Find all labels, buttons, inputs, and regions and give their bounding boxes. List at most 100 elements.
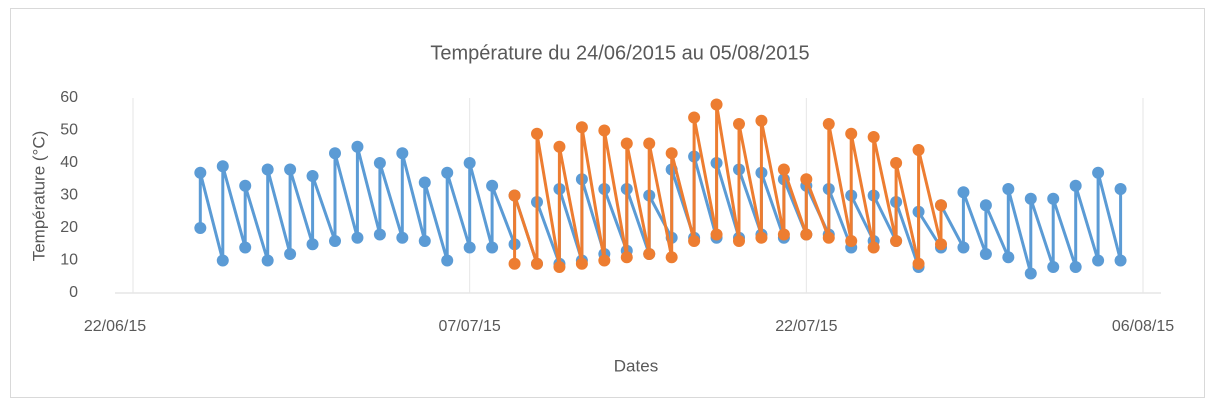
data-point <box>1114 254 1127 267</box>
x-axis-label: Dates <box>614 356 658 375</box>
data-point <box>733 118 745 130</box>
data-point <box>216 254 229 267</box>
data-point <box>620 137 633 150</box>
data-point <box>194 166 207 179</box>
x-tick-label: 06/08/15 <box>1112 318 1174 335</box>
data-point <box>845 127 858 140</box>
data-point <box>620 251 633 264</box>
data-point <box>777 228 790 241</box>
data-point <box>1069 179 1082 192</box>
data-point <box>261 254 274 267</box>
data-point <box>710 228 723 241</box>
data-point <box>306 238 319 251</box>
data-point <box>351 231 364 244</box>
data-point <box>261 163 274 176</box>
data-point <box>441 166 454 179</box>
x-tick-label: 07/07/15 <box>439 318 501 335</box>
data-point <box>643 248 656 260</box>
x-tick-label: 22/07/15 <box>775 318 837 335</box>
y-tick-label: 40 <box>60 154 78 171</box>
data-point <box>935 199 947 212</box>
data-point <box>418 235 431 247</box>
data-point <box>1002 183 1015 195</box>
data-point <box>1047 192 1060 205</box>
data-point <box>710 98 723 111</box>
data-point <box>1024 192 1037 205</box>
data-point <box>486 241 499 254</box>
data-point <box>239 241 252 254</box>
data-point <box>822 118 835 130</box>
y-tick-label: 10 <box>60 252 78 269</box>
data-point <box>239 179 252 192</box>
data-point <box>1047 261 1060 273</box>
data-point <box>912 144 925 156</box>
data-point <box>890 157 903 169</box>
chart-title: Température du 24/06/2015 au 05/08/2015 <box>430 42 809 64</box>
y-tick-label: 20 <box>60 219 78 236</box>
data-point <box>508 257 521 270</box>
data-point <box>553 261 566 273</box>
data-point <box>979 199 992 212</box>
data-point <box>845 235 858 247</box>
data-point <box>329 235 341 247</box>
series-line <box>198 146 1123 274</box>
y-tick-label: 30 <box>60 187 78 204</box>
data-point <box>867 131 880 143</box>
data-point <box>216 160 229 173</box>
data-point <box>733 235 745 247</box>
data-point <box>598 254 611 267</box>
data-point <box>935 238 947 251</box>
data-point <box>755 114 768 127</box>
data-point <box>284 163 297 176</box>
data-point <box>284 248 297 260</box>
data-point <box>194 222 207 234</box>
data-point <box>396 147 409 160</box>
data-point <box>441 254 454 267</box>
data-point <box>486 179 499 192</box>
data-point <box>688 111 701 124</box>
data-point <box>531 127 543 140</box>
data-point <box>1024 267 1037 280</box>
data-point <box>867 241 880 254</box>
data-point <box>351 140 364 153</box>
data-point <box>957 241 970 254</box>
data-point <box>373 157 386 169</box>
data-point <box>598 124 611 137</box>
data-point <box>553 140 566 153</box>
data-point <box>957 186 970 199</box>
data-point <box>463 157 476 169</box>
y-axis-label: Température (°C) <box>29 131 48 262</box>
data-point <box>822 231 835 244</box>
data-point <box>373 228 386 241</box>
data-point <box>643 137 656 150</box>
data-point <box>688 235 701 247</box>
data-point <box>912 257 925 270</box>
data-point <box>575 121 588 134</box>
data-point <box>575 257 588 270</box>
data-point <box>1092 254 1105 267</box>
data-point <box>1069 261 1082 273</box>
chart-border <box>10 8 1205 398</box>
data-point <box>665 147 678 160</box>
data-point <box>890 235 903 247</box>
data-point <box>329 147 341 160</box>
data-point <box>1002 251 1015 264</box>
data-point <box>1092 166 1105 179</box>
data-point <box>396 231 409 244</box>
data-point <box>508 189 521 202</box>
y-tick-label: 60 <box>60 89 78 106</box>
y-tick-label: 0 <box>69 284 78 301</box>
data-point <box>531 257 543 270</box>
data-point <box>800 173 813 186</box>
data-point <box>800 228 813 241</box>
data-point <box>418 176 431 189</box>
data-point <box>665 251 678 264</box>
data-point <box>979 248 992 260</box>
x-tick-label: 22/06/15 <box>84 318 146 335</box>
data-point <box>777 163 790 176</box>
data-point <box>755 231 768 244</box>
y-tick-label: 50 <box>60 122 78 139</box>
series-line <box>513 104 943 268</box>
data-point <box>463 241 476 254</box>
